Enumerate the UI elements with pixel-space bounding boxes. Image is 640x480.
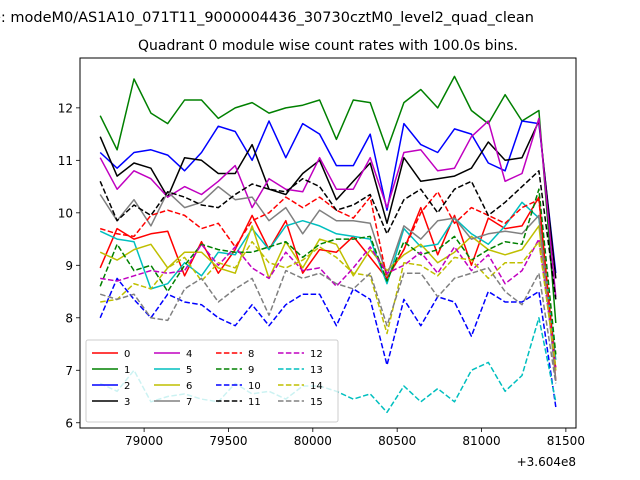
- x-axis: 79000 79500 80000 80500 81000 81500: [125, 428, 585, 448]
- chart-title: Quadrant 0 module wise count rates with …: [138, 38, 518, 54]
- series-11-line: [99, 170, 557, 300]
- legend-label-13: 13: [310, 365, 323, 376]
- y-tick-label: 8: [65, 311, 73, 325]
- legend-label-8: 8: [248, 349, 254, 360]
- legend-label-7: 7: [186, 397, 192, 408]
- series-5-line: [99, 201, 557, 360]
- legend-label-6: 6: [186, 381, 192, 392]
- legend-label-15: 15: [310, 397, 323, 408]
- legend-label-0: 0: [124, 349, 130, 360]
- x-tick-label: 79500: [209, 434, 247, 448]
- series-1-line: [99, 75, 557, 324]
- legend-label-9: 9: [248, 365, 254, 376]
- series-7-line: [99, 185, 557, 381]
- x-tick-label: 81000: [462, 434, 500, 448]
- y-tick-label: 9: [65, 259, 73, 273]
- series-4-line: [99, 117, 557, 297]
- y-tick-label: 6: [65, 416, 73, 430]
- series-12-line: [100, 238, 557, 368]
- legend-label-3: 3: [124, 397, 130, 408]
- series-layer: [99, 75, 557, 414]
- x-offset-label: +3.604e8: [517, 455, 576, 469]
- axes-spines: [79, 57, 577, 429]
- y-axis: 6 7 8 9 10 11 12: [58, 101, 80, 430]
- x-tick-label: 79000: [125, 434, 163, 448]
- series-9-line: [99, 188, 557, 355]
- series-14-line: [100, 240, 557, 368]
- legend-box: [85, 339, 339, 423]
- series-15-line: [99, 267, 557, 384]
- legend-label-2: 2: [124, 381, 130, 392]
- legend-label-1: 1: [124, 365, 130, 376]
- legend-label-5: 5: [186, 365, 192, 376]
- x-tick-label: 81500: [547, 434, 585, 448]
- legend-label-11: 11: [248, 397, 261, 408]
- series-3-line: [99, 120, 557, 279]
- y-tick-label: 12: [58, 101, 73, 115]
- y-tick-label: 11: [58, 154, 73, 168]
- legend-label-14: 14: [310, 381, 323, 392]
- series-6-line: [99, 225, 557, 371]
- figure-suptitle: n file: modeM0/AS1A10_071T11_9000004436_…: [0, 10, 534, 26]
- legend-label-10: 10: [248, 381, 261, 392]
- x-tick-label: 80500: [378, 434, 416, 448]
- legend-label-4: 4: [186, 349, 192, 360]
- series-2-line: [99, 120, 557, 274]
- legend-label-12: 12: [310, 349, 323, 360]
- x-tick-label: 80000: [294, 434, 332, 448]
- series-10-line: [99, 277, 557, 408]
- series-0-line: [99, 196, 557, 381]
- y-tick-label: 10: [58, 206, 73, 220]
- series-8-line: [99, 191, 557, 371]
- y-tick-label: 7: [65, 364, 73, 378]
